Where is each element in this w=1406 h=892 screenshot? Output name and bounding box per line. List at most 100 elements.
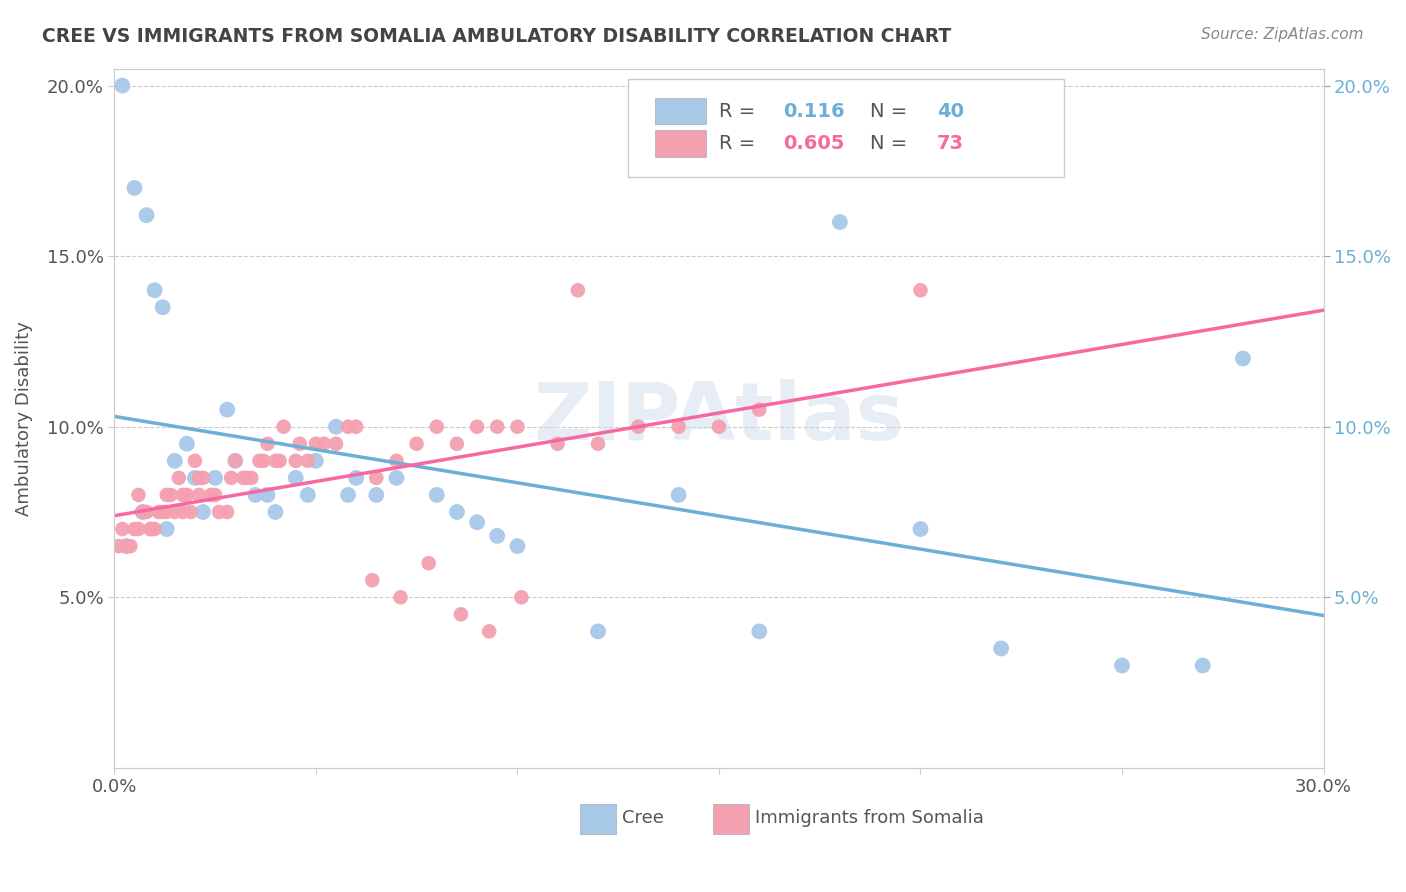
Point bbox=[284, 471, 307, 485]
Point bbox=[156, 488, 179, 502]
Point bbox=[567, 283, 589, 297]
Point bbox=[486, 419, 509, 434]
Point bbox=[240, 471, 263, 485]
Point bbox=[284, 454, 307, 468]
Point bbox=[337, 419, 360, 434]
Point bbox=[910, 283, 932, 297]
Point bbox=[224, 454, 246, 468]
Point bbox=[232, 471, 254, 485]
Point bbox=[172, 488, 194, 502]
Text: 73: 73 bbox=[936, 134, 963, 153]
Point bbox=[264, 505, 287, 519]
Point bbox=[184, 471, 207, 485]
Point bbox=[111, 522, 134, 536]
Point bbox=[128, 488, 150, 502]
Text: 40: 40 bbox=[936, 102, 963, 120]
Point bbox=[219, 471, 242, 485]
Point bbox=[273, 419, 295, 434]
Point bbox=[418, 556, 440, 570]
Point bbox=[163, 454, 186, 468]
Point bbox=[200, 488, 222, 502]
Point bbox=[510, 591, 533, 605]
Point bbox=[156, 522, 179, 536]
Point bbox=[305, 454, 328, 468]
Point bbox=[547, 436, 569, 450]
Text: R =: R = bbox=[718, 134, 762, 153]
Point bbox=[252, 454, 274, 468]
Point bbox=[361, 573, 384, 587]
Point bbox=[288, 436, 311, 450]
Point bbox=[748, 624, 770, 639]
Point bbox=[668, 419, 690, 434]
Point bbox=[180, 505, 202, 519]
Point bbox=[115, 539, 138, 553]
Point bbox=[707, 419, 730, 434]
Point bbox=[167, 471, 190, 485]
Point bbox=[586, 436, 609, 450]
Point bbox=[256, 488, 278, 502]
Y-axis label: Ambulatory Disability: Ambulatory Disability bbox=[15, 321, 32, 516]
Point bbox=[135, 505, 157, 519]
Point bbox=[312, 436, 335, 450]
Text: Immigrants from Somalia: Immigrants from Somalia bbox=[755, 809, 984, 827]
Point bbox=[450, 607, 472, 622]
Text: 0.605: 0.605 bbox=[783, 134, 845, 153]
Point bbox=[107, 539, 129, 553]
Point bbox=[131, 505, 153, 519]
Point bbox=[668, 488, 690, 502]
Point bbox=[143, 283, 166, 297]
Point bbox=[135, 208, 157, 222]
Point bbox=[115, 539, 138, 553]
Point bbox=[120, 539, 142, 553]
Point bbox=[478, 624, 501, 639]
Point bbox=[1232, 351, 1254, 366]
Point bbox=[156, 505, 179, 519]
Point bbox=[1191, 658, 1213, 673]
Point bbox=[204, 471, 226, 485]
Point bbox=[337, 488, 360, 502]
Point bbox=[366, 471, 388, 485]
Point bbox=[139, 522, 162, 536]
Point bbox=[191, 471, 214, 485]
Point bbox=[297, 488, 319, 502]
Point bbox=[217, 505, 239, 519]
FancyBboxPatch shape bbox=[655, 130, 706, 157]
FancyBboxPatch shape bbox=[579, 805, 616, 833]
Point bbox=[486, 529, 509, 543]
Point bbox=[188, 471, 211, 485]
Point bbox=[627, 419, 650, 434]
FancyBboxPatch shape bbox=[655, 98, 706, 125]
Point bbox=[910, 522, 932, 536]
Text: Cree: Cree bbox=[623, 809, 664, 827]
Point bbox=[446, 505, 468, 519]
Point bbox=[465, 419, 488, 434]
Point bbox=[1111, 658, 1133, 673]
Point bbox=[344, 419, 367, 434]
Point bbox=[506, 419, 529, 434]
Point bbox=[325, 436, 347, 450]
Point bbox=[152, 301, 174, 315]
Text: R =: R = bbox=[718, 102, 762, 120]
Point bbox=[139, 522, 162, 536]
Point bbox=[385, 471, 408, 485]
Point bbox=[111, 78, 134, 93]
Point bbox=[163, 505, 186, 519]
Point bbox=[264, 454, 287, 468]
Point bbox=[176, 436, 198, 450]
Text: N =: N = bbox=[870, 134, 914, 153]
Text: Source: ZipAtlas.com: Source: ZipAtlas.com bbox=[1201, 27, 1364, 42]
Point bbox=[217, 402, 239, 417]
Point bbox=[115, 539, 138, 553]
Point bbox=[208, 505, 231, 519]
FancyBboxPatch shape bbox=[628, 79, 1063, 177]
Point bbox=[236, 471, 259, 485]
Point bbox=[256, 436, 278, 450]
Point bbox=[176, 488, 198, 502]
FancyBboxPatch shape bbox=[713, 805, 749, 833]
Point bbox=[159, 488, 181, 502]
Text: N =: N = bbox=[870, 102, 914, 120]
Point bbox=[245, 488, 267, 502]
Text: 0.116: 0.116 bbox=[783, 102, 845, 120]
Point bbox=[344, 471, 367, 485]
Point bbox=[191, 505, 214, 519]
